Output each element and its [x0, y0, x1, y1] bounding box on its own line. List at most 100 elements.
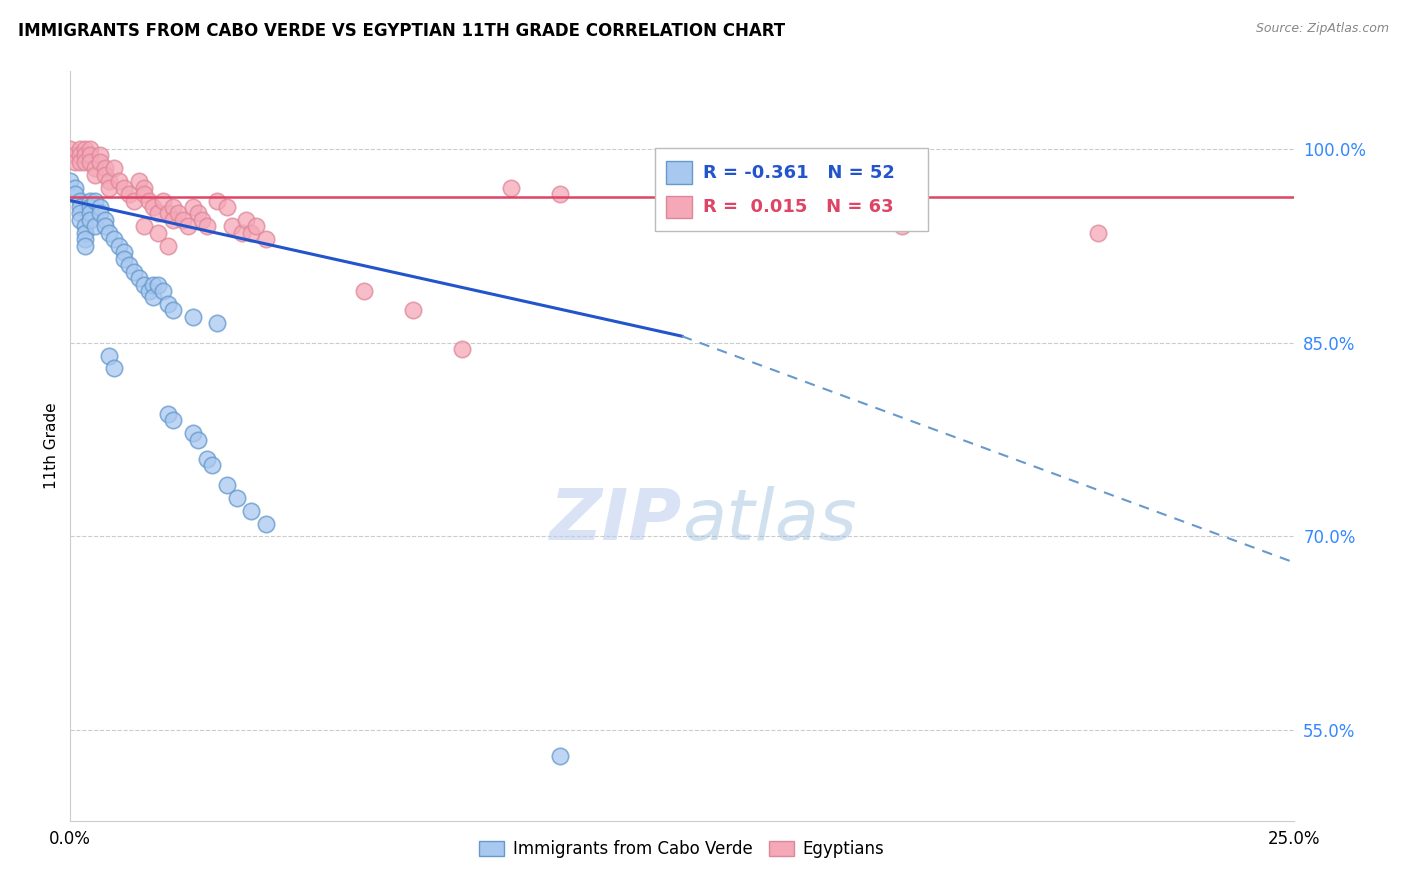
Point	[162, 303, 184, 318]
Text: IMMIGRANTS FROM CABO VERDE VS EGYPTIAN 11TH GRADE CORRELATION CHART: IMMIGRANTS FROM CABO VERDE VS EGYPTIAN 1…	[18, 22, 786, 40]
Point	[152, 284, 174, 298]
Point	[353, 284, 375, 298]
Point	[69, 148, 91, 162]
Point	[98, 226, 121, 240]
Point	[59, 142, 82, 156]
Point	[225, 491, 247, 505]
Point	[69, 206, 91, 220]
Point	[73, 226, 96, 240]
Point	[195, 451, 218, 466]
Point	[181, 200, 204, 214]
Point	[79, 148, 101, 162]
Legend: Immigrants from Cabo Verde, Egyptians: Immigrants from Cabo Verde, Egyptians	[472, 833, 891, 864]
Point	[89, 154, 111, 169]
Point	[148, 206, 170, 220]
Point	[793, 187, 815, 202]
Point	[205, 316, 228, 330]
Point	[73, 154, 96, 169]
Point	[891, 219, 914, 234]
Point	[122, 264, 145, 278]
Point	[108, 239, 131, 253]
Point	[167, 206, 190, 220]
Point	[138, 194, 160, 208]
Point	[79, 213, 101, 227]
Point	[132, 187, 155, 202]
Point	[548, 187, 571, 202]
Point	[79, 200, 101, 214]
Point	[157, 407, 180, 421]
Point	[450, 342, 472, 356]
Point	[215, 200, 238, 214]
Point	[122, 194, 145, 208]
Point	[215, 477, 238, 491]
Point	[231, 226, 253, 240]
Point	[73, 219, 96, 234]
Point	[89, 200, 111, 214]
Point	[157, 239, 180, 253]
Point	[254, 516, 277, 531]
Point	[69, 154, 91, 169]
Point	[63, 187, 86, 202]
Point	[89, 206, 111, 220]
Point	[79, 194, 101, 208]
Point	[186, 433, 208, 447]
Point	[162, 413, 184, 427]
Point	[172, 213, 194, 227]
Point	[132, 277, 155, 292]
Point	[73, 239, 96, 253]
Point	[112, 180, 135, 194]
Point	[548, 749, 571, 764]
Text: atlas: atlas	[682, 486, 856, 556]
Y-axis label: 11th Grade: 11th Grade	[44, 402, 59, 490]
Point	[69, 200, 91, 214]
Point	[103, 361, 125, 376]
Point	[103, 232, 125, 246]
Text: R = -0.361   N = 52: R = -0.361 N = 52	[703, 163, 894, 182]
Point	[152, 194, 174, 208]
Point	[162, 200, 184, 214]
Point	[98, 180, 121, 194]
Point	[98, 174, 121, 188]
Point	[181, 426, 204, 441]
Point	[79, 154, 101, 169]
Point	[499, 180, 522, 194]
Point	[132, 219, 155, 234]
Point	[93, 213, 115, 227]
Point	[157, 297, 180, 311]
Point	[112, 252, 135, 266]
Point	[83, 161, 105, 176]
Point	[79, 142, 101, 156]
Point	[254, 232, 277, 246]
Point	[59, 174, 82, 188]
Point	[1087, 226, 1109, 240]
Point	[142, 290, 165, 304]
Point	[191, 213, 214, 227]
Point	[69, 213, 91, 227]
Point	[744, 194, 766, 208]
Point	[63, 180, 86, 194]
Point	[63, 154, 86, 169]
Point	[93, 219, 115, 234]
Point	[245, 219, 267, 234]
Point	[195, 219, 218, 234]
Point	[118, 187, 141, 202]
Point	[118, 258, 141, 272]
Point	[83, 168, 105, 182]
Point	[73, 232, 96, 246]
Point	[69, 142, 91, 156]
Point	[235, 213, 257, 227]
Point	[63, 148, 86, 162]
Point	[240, 226, 263, 240]
Point	[98, 349, 121, 363]
Point	[240, 503, 263, 517]
Text: R =  0.015   N = 63: R = 0.015 N = 63	[703, 198, 894, 216]
Point	[842, 194, 865, 208]
Point	[148, 226, 170, 240]
Point	[112, 245, 135, 260]
Point	[221, 219, 243, 234]
Point	[186, 206, 208, 220]
Point	[142, 200, 165, 214]
Point	[89, 148, 111, 162]
Point	[79, 206, 101, 220]
Point	[103, 161, 125, 176]
